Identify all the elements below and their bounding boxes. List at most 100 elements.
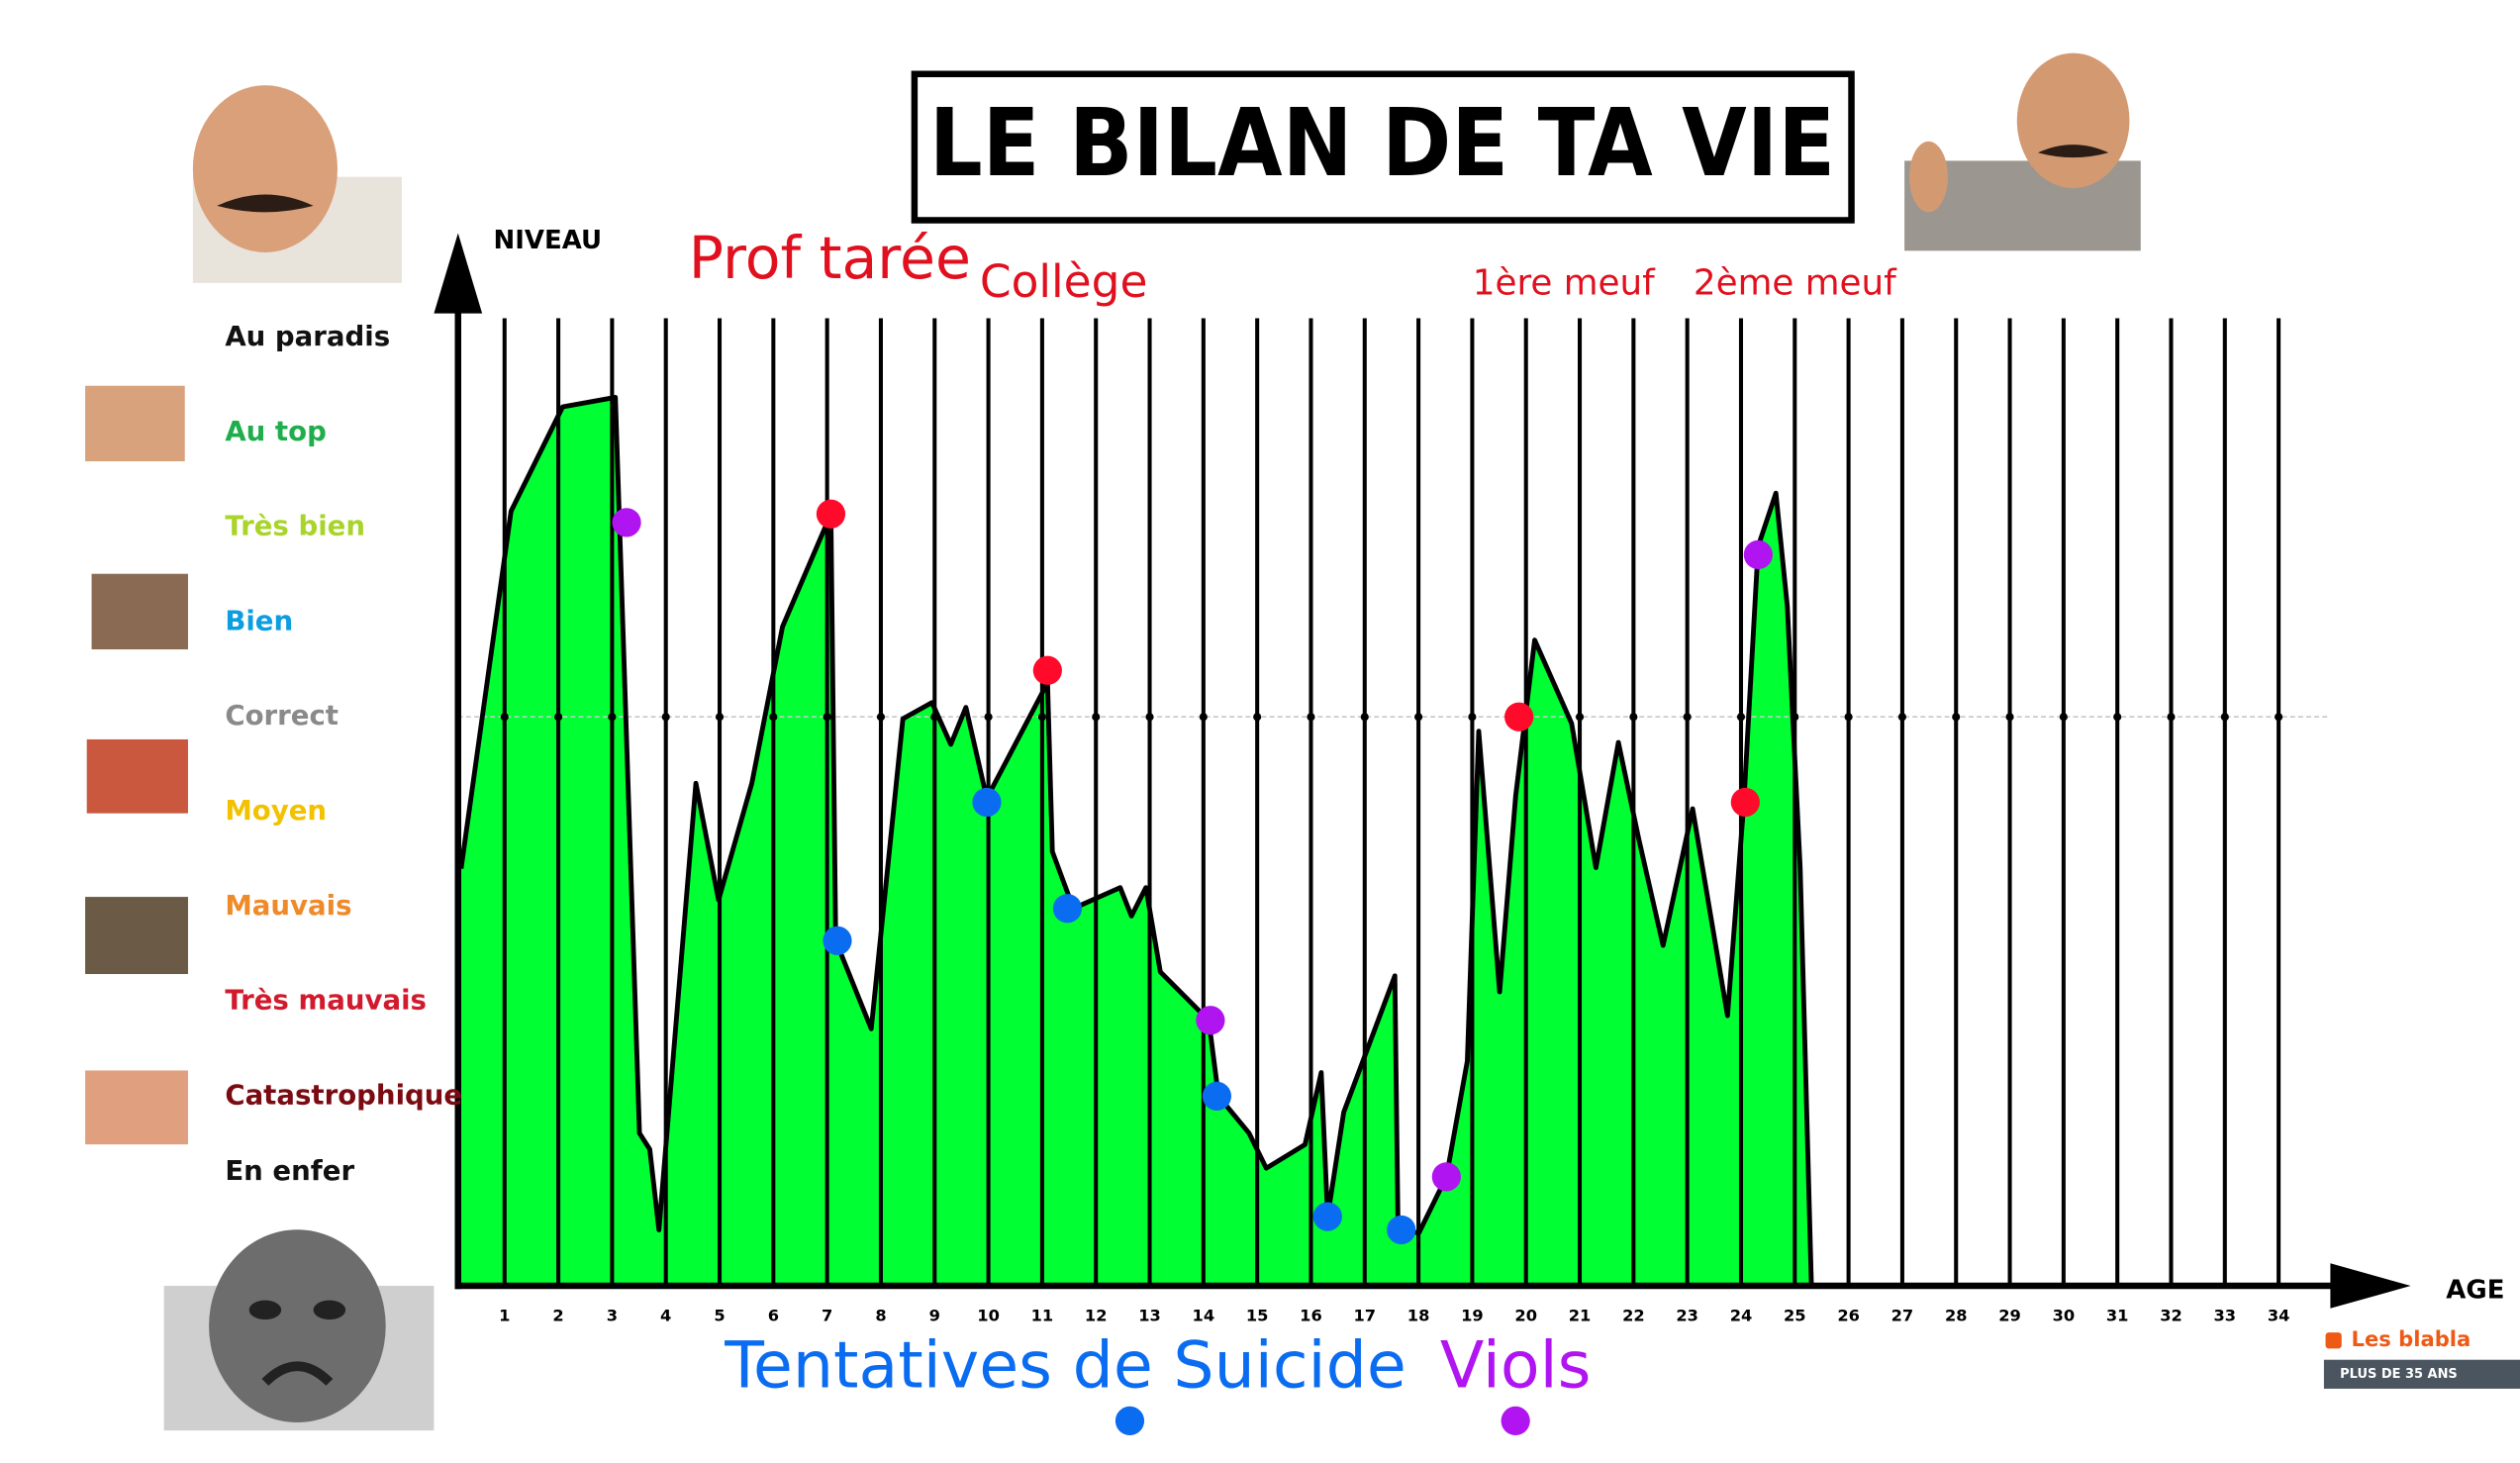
grid-dot [1683, 713, 1692, 722]
y-tick-label: En enfer [225, 1154, 354, 1187]
event-dot [1730, 787, 1760, 818]
event-dot [1743, 539, 1773, 570]
y-tick-label: Très mauvais [225, 984, 427, 1017]
x-axis-arrow [2330, 1263, 2411, 1309]
grid-dot [2220, 713, 2229, 722]
x-tick-label: 34 [2268, 1306, 2290, 1324]
x-tick-label: 10 [977, 1306, 1000, 1324]
y-tick-label: Au top [225, 415, 327, 447]
widget-bar [2323, 1359, 2520, 1389]
grid-dot [876, 713, 886, 722]
grid-dot [554, 713, 563, 722]
x-tick-label: 17 [1353, 1306, 1376, 1324]
legend-label: Tentatives de Suicide [724, 1329, 1406, 1404]
x-tick-label: 5 [714, 1306, 725, 1324]
grid-dot [1037, 713, 1046, 722]
x-tick-label: 26 [1837, 1306, 1860, 1324]
event-dot [1431, 1162, 1461, 1192]
grid-dot [500, 713, 509, 722]
x-tick-label: 28 [1945, 1306, 1968, 1324]
grid-dot [1092, 713, 1101, 722]
grid-dot [2059, 713, 2068, 722]
grid-dot [2005, 713, 2014, 722]
x-tick-label: 7 [822, 1306, 832, 1324]
event-dot [1032, 655, 1062, 685]
widget-title: Les blabla [2352, 1326, 2472, 1351]
y-tick-label: Correct [225, 699, 339, 732]
y-tick-label: Moyen [225, 794, 327, 827]
widget-icon [2325, 1332, 2342, 1349]
x-tick-label: 6 [768, 1306, 779, 1324]
x-tick-label: 32 [2160, 1306, 2182, 1324]
grid-dot [1360, 713, 1369, 722]
x-tick-label: 16 [1300, 1306, 1322, 1324]
x-tick-label: 29 [1998, 1306, 2021, 1324]
y-tick-label: Au paradis [225, 320, 390, 352]
event-dot [1052, 894, 1083, 924]
annotation: Prof tarée [689, 225, 971, 292]
grid-dot [1844, 713, 1853, 722]
x-tick-label: 24 [1730, 1306, 1753, 1324]
x-tick-label: 1 [499, 1306, 510, 1324]
face-top-right [1904, 52, 2141, 251]
x-tick-label: 11 [1031, 1306, 1054, 1324]
grid-dot [608, 713, 617, 722]
x-tick-label: 19 [1461, 1306, 1484, 1324]
grid-dot [1253, 713, 1262, 722]
widget-subtitle: PLUS DE 35 ANS [2340, 1367, 2458, 1382]
grid-dot [1736, 713, 1746, 722]
grid-dot [1199, 713, 1208, 722]
event-dot [816, 499, 846, 529]
legend-label: Viols [1440, 1329, 1592, 1404]
event-dot [1196, 1006, 1225, 1035]
event-dot [823, 926, 852, 955]
grid-dot [1307, 713, 1315, 722]
x-tick-label: 21 [1569, 1306, 1592, 1324]
x-tick-label: 31 [2106, 1306, 2129, 1324]
event-dot [1202, 1081, 1232, 1112]
x-tick-label: 9 [929, 1306, 940, 1324]
annotation: 1ère meuf [1473, 262, 1656, 303]
x-tick-label: 15 [1246, 1306, 1269, 1324]
x-tick-label: 3 [607, 1306, 618, 1324]
grid-dot [2275, 713, 2283, 722]
title-box [911, 70, 1855, 224]
legend-dot [1501, 1406, 1530, 1436]
event-dot [612, 508, 641, 537]
grid-dot [823, 713, 831, 722]
event-dot [1387, 1215, 1416, 1245]
grid-dot [661, 713, 670, 722]
grid-dot [715, 713, 725, 722]
y-tick-label: Mauvais [225, 889, 351, 922]
x-tick-label: 27 [1891, 1306, 1914, 1324]
event-dot [1312, 1202, 1342, 1231]
face-bottom [163, 1229, 435, 1431]
widget[interactable]: Les blabla PLUS DE 35 ANS [2323, 1326, 2520, 1389]
grid-dot [1145, 713, 1154, 722]
x-tick-label: 12 [1085, 1306, 1108, 1324]
x-tick-label: 22 [1622, 1306, 1645, 1324]
y-axis-label: NIVEAU [493, 226, 602, 255]
grid-dot [1575, 713, 1585, 722]
x-tick-label: 25 [1784, 1306, 1806, 1324]
annotation: 2ème meuf [1694, 262, 1897, 303]
grid-dot [2113, 713, 2122, 722]
grid-dot [2167, 713, 2176, 722]
x-tick-label: 14 [1193, 1306, 1215, 1324]
x-tick-label: 18 [1407, 1306, 1430, 1324]
chart-title: LE BILAN DE TA VIE [929, 90, 1835, 198]
x-tick-label: 23 [1676, 1306, 1698, 1324]
level-faces [85, 385, 188, 1145]
x-tick-label: 33 [2214, 1306, 2237, 1324]
annotation: Collège [980, 255, 1148, 308]
grid-dot [1414, 713, 1423, 722]
event-dot [1504, 702, 1534, 732]
y-tick-label: Bien [225, 604, 293, 636]
grid-dot [1468, 713, 1477, 722]
x-tick-label: 30 [2053, 1306, 2076, 1324]
grid-dot [984, 713, 993, 722]
x-tick-label: 20 [1514, 1306, 1537, 1324]
grid-dot [1897, 713, 1906, 722]
event-dot [972, 787, 1002, 818]
